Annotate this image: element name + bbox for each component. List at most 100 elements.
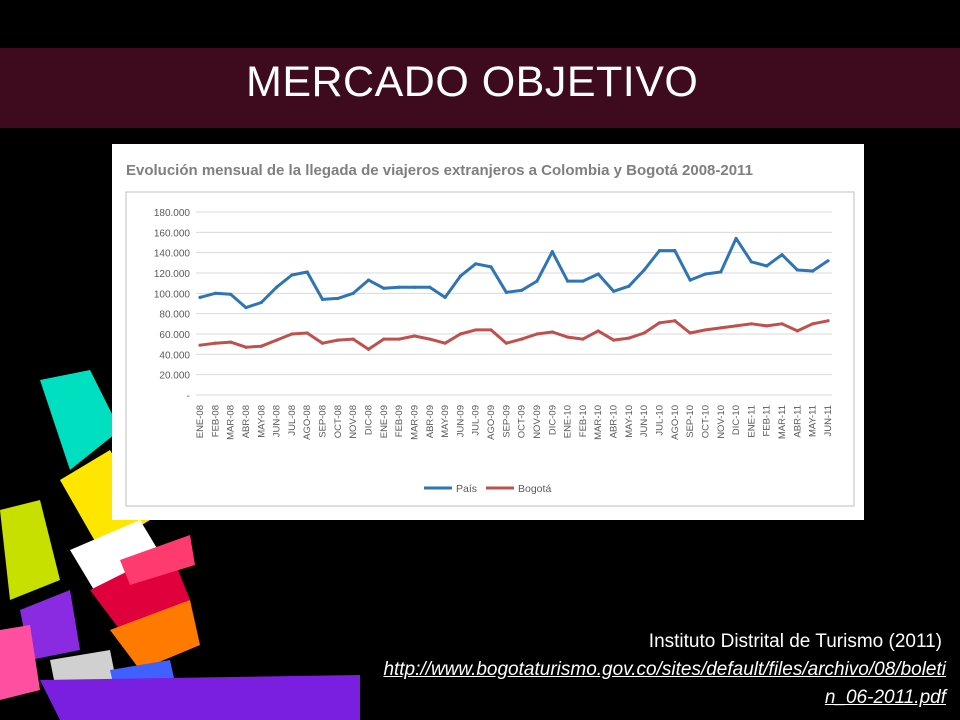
data-point bbox=[688, 331, 692, 335]
x-tick-label: MAR-10 bbox=[593, 405, 604, 440]
data-point bbox=[397, 285, 401, 289]
x-tick-label: AGO-09 bbox=[486, 405, 497, 440]
data-point bbox=[596, 329, 600, 333]
data-point bbox=[550, 250, 554, 254]
x-tick-label: DIC-08 bbox=[363, 405, 374, 435]
y-tick-label: 80.000 bbox=[159, 310, 190, 321]
data-point bbox=[657, 249, 662, 253]
y-tick-label: 20.000 bbox=[159, 371, 190, 382]
data-point bbox=[765, 324, 769, 328]
data-point bbox=[734, 324, 738, 328]
source-text: Instituto Distrital de Turismo (2011) bbox=[648, 631, 942, 652]
x-tick-label: DIC-09 bbox=[547, 405, 558, 435]
data-point bbox=[443, 295, 447, 299]
x-tick-label: JUL-10 bbox=[655, 405, 666, 436]
x-tick-label: JUN-08 bbox=[272, 405, 283, 437]
x-tick-label: NOV-10 bbox=[716, 405, 727, 439]
series-lines bbox=[198, 236, 830, 351]
y-tick-label: 140.000 bbox=[154, 249, 191, 260]
data-point bbox=[290, 332, 294, 336]
data-point bbox=[474, 328, 478, 332]
data-point bbox=[581, 279, 585, 283]
data-point bbox=[795, 329, 799, 333]
data-point bbox=[458, 332, 462, 336]
x-tick-label: SEP-09 bbox=[501, 405, 512, 438]
data-point bbox=[244, 345, 248, 349]
x-tick-label: ENE-08 bbox=[195, 405, 206, 438]
data-point bbox=[336, 296, 340, 301]
y-axis-ticks: - 20.000 40.000 60.000 80.000 100.000 120.000 1… bbox=[154, 208, 191, 402]
data-point bbox=[765, 264, 769, 268]
data-point bbox=[259, 300, 263, 305]
data-point bbox=[351, 337, 355, 341]
data-point bbox=[474, 262, 478, 266]
data-point bbox=[366, 278, 371, 282]
data-point bbox=[566, 279, 570, 283]
x-tick-label: ENE-09 bbox=[379, 405, 390, 438]
data-point bbox=[657, 321, 662, 325]
y-tick-label: 180.000 bbox=[154, 208, 191, 219]
x-tick-label: MAY-11 bbox=[808, 405, 819, 437]
line-chart: Evolución mensual de la llegada de viaje… bbox=[125, 162, 855, 507]
x-tick-label: NOV-09 bbox=[532, 405, 543, 439]
y-tick-label: 60.000 bbox=[159, 330, 190, 341]
data-point bbox=[642, 268, 646, 272]
x-tick-label: JUL-08 bbox=[287, 405, 298, 436]
data-point bbox=[244, 305, 248, 310]
x-tick-label: OCT-10 bbox=[700, 405, 711, 438]
data-point bbox=[351, 291, 355, 295]
data-point bbox=[229, 340, 233, 344]
x-tick-label: ABR-08 bbox=[241, 405, 252, 438]
x-tick-label: FEB-11 bbox=[762, 405, 773, 437]
data-point bbox=[366, 347, 371, 351]
chart-panel: Evolución mensual de la llegada de viaje… bbox=[112, 144, 864, 520]
x-tick-label: MAR-11 bbox=[777, 405, 788, 439]
data-point bbox=[336, 338, 340, 342]
data-point bbox=[198, 295, 202, 299]
source-link[interactable]: http://www.bogotaturismo.gov.co/sites/de… bbox=[383, 659, 946, 708]
data-point bbox=[520, 337, 524, 341]
data-point bbox=[535, 332, 539, 336]
x-tick-label: JUL-09 bbox=[471, 405, 482, 436]
x-tick-label: SEP-10 bbox=[685, 405, 696, 438]
data-point bbox=[274, 285, 279, 289]
data-point bbox=[688, 278, 692, 282]
x-tick-label: AGO-10 bbox=[670, 405, 681, 440]
x-tick-label: MAY-08 bbox=[256, 405, 267, 438]
data-point bbox=[811, 269, 815, 273]
data-point bbox=[627, 336, 631, 340]
data-point bbox=[443, 341, 447, 345]
x-tick-label: SEP-08 bbox=[318, 405, 329, 438]
data-point bbox=[458, 274, 462, 278]
x-tick-label: MAY-09 bbox=[440, 405, 451, 438]
data-point bbox=[489, 328, 493, 332]
y-tick-label: 40.000 bbox=[159, 350, 190, 361]
legend-label: País bbox=[456, 483, 477, 495]
data-point bbox=[320, 341, 325, 345]
data-point bbox=[550, 330, 554, 334]
data-point bbox=[290, 273, 294, 277]
data-point bbox=[627, 284, 631, 288]
data-point bbox=[198, 343, 202, 347]
chart-title: Evolución mensual de la llegada de viaje… bbox=[126, 162, 753, 179]
x-tick-label: FEB-10 bbox=[578, 405, 589, 437]
data-point bbox=[566, 335, 570, 339]
data-point bbox=[274, 338, 279, 342]
gridlines bbox=[196, 211, 832, 396]
y-tick-label: 120.000 bbox=[154, 269, 191, 280]
x-tick-label: NOV-08 bbox=[348, 405, 359, 439]
data-point bbox=[795, 268, 799, 272]
x-axis-ticks: ENE-08 FEB-08 MAR-08 ABR-08 MAY-08 JUN-08 JUL-… bbox=[195, 405, 834, 440]
data-point bbox=[397, 337, 401, 341]
plot-frame bbox=[125, 191, 855, 507]
data-point bbox=[734, 236, 738, 241]
source-credit: Instituto Distrital de Turismo (2011) ht… bbox=[378, 628, 946, 712]
data-point bbox=[673, 319, 677, 323]
data-point bbox=[611, 338, 616, 342]
x-tick-label: ABR-10 bbox=[609, 405, 620, 438]
data-point bbox=[412, 285, 417, 289]
data-point bbox=[213, 291, 217, 295]
x-tick-label: ABR-09 bbox=[425, 405, 436, 438]
data-point bbox=[520, 288, 524, 292]
data-point bbox=[382, 286, 386, 290]
